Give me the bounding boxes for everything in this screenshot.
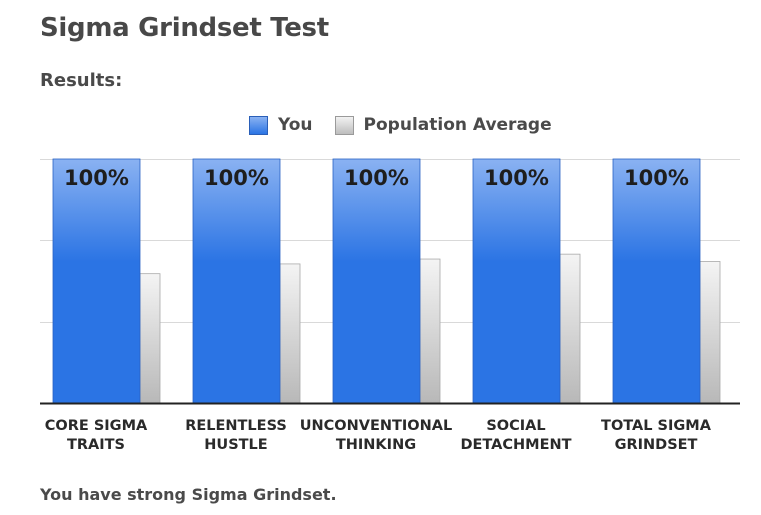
data-label-you-3: 100% — [484, 166, 549, 190]
data-label-you-4: 100% — [624, 166, 689, 190]
bar-average-3 — [559, 253, 581, 404]
legend-swatch-average — [334, 115, 354, 135]
labels: 100% CORE SIGMA TRAITS 100% RELENTLESS HUSTLE… — [40, 166, 740, 453]
bar-average-0 — [139, 273, 161, 404]
chart-legend: You Population Average — [249, 114, 574, 136]
category-label-0-1: TRAITS — [67, 437, 125, 453]
category-label-0-0: CORE SIGMA — [45, 418, 148, 434]
bar-average-1 — [279, 263, 301, 404]
bar-you-3 — [472, 158, 561, 404]
bar-you-0 — [52, 158, 141, 404]
category-label-4-1: GRINDSET — [615, 437, 698, 453]
category-label-3-1: DETACHMENT — [460, 437, 571, 453]
legend-label-you: You — [278, 115, 313, 135]
bar-you-1 — [192, 158, 281, 404]
category-label-1-1: HUSTLE — [204, 437, 267, 453]
category-label-1-0: RELENTLESS — [185, 418, 287, 434]
category-label-4-0: TOTAL SIGMA — [601, 418, 712, 434]
legend-item-you: You — [249, 115, 313, 135]
bars — [52, 158, 721, 404]
category-label-2-1: THINKING — [336, 437, 416, 453]
legend-label-average: Population Average — [363, 115, 552, 135]
category-label-3-0: SOCIAL — [486, 418, 545, 434]
bar-average-4 — [699, 261, 721, 404]
bar-you-2 — [332, 158, 421, 404]
bar-chart: 100% CORE SIGMA TRAITS 100% RELENTLESS HUSTLE… — [40, 158, 740, 453]
results-label: Results: — [40, 70, 123, 91]
page-title: Sigma Grindset Test — [40, 13, 329, 43]
data-label-you-2: 100% — [344, 166, 409, 190]
bar-you-4 — [612, 158, 701, 404]
legend-swatch-you — [249, 115, 268, 135]
legend-item-average: Population Average — [334, 115, 552, 135]
category-label-2-0: UNCONVENTIONAL — [300, 418, 452, 434]
result-summary: You have strong Sigma Grindset. — [40, 485, 337, 504]
bar-average-2 — [419, 258, 441, 404]
data-label-you-1: 100% — [204, 166, 269, 190]
data-label-you-0: 100% — [64, 166, 129, 190]
